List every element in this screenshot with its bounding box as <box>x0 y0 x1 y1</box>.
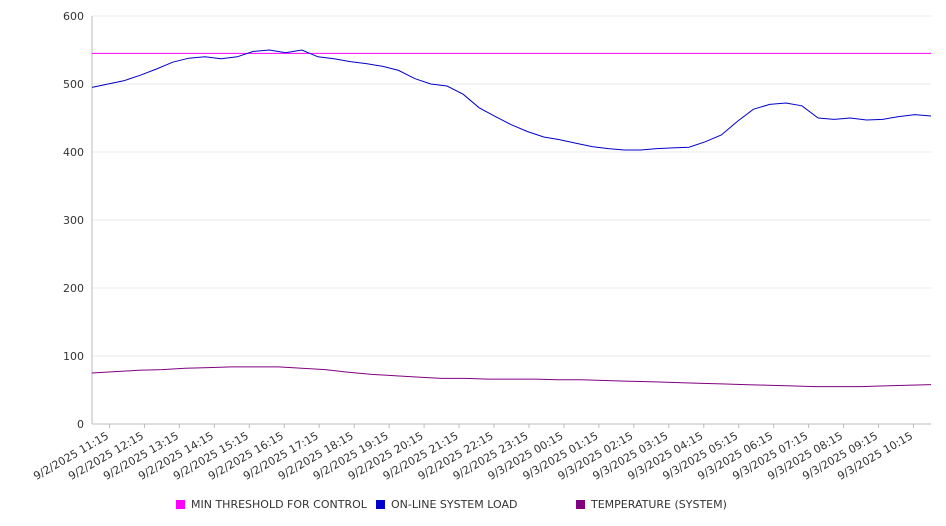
series-lines <box>91 49 932 388</box>
legend-label: ON-LINE SYSTEM LOAD <box>391 498 518 511</box>
legend-swatch <box>576 500 585 509</box>
y-tick-label: 600 <box>63 10 84 23</box>
y-tick-label: 100 <box>63 350 84 363</box>
legend-label: TEMPERATURE (SYSTEM) <box>591 498 727 511</box>
legend-label: MIN THRESHOLD FOR CONTROL <box>191 498 367 511</box>
series-line-2 <box>91 366 932 388</box>
legend-item-min-threshold[interactable]: MIN THRESHOLD FOR CONTROL <box>176 498 367 511</box>
y-tick-label: 400 <box>63 146 84 159</box>
y-tick-label: 200 <box>63 282 84 295</box>
y-tick-label: 300 <box>63 214 84 227</box>
y-tick-label: 500 <box>63 78 84 91</box>
legend-item-system-load[interactable]: ON-LINE SYSTEM LOAD <box>376 498 517 511</box>
y-tick-label: 0 <box>77 418 84 431</box>
axes <box>91 16 931 428</box>
gridlines <box>92 15 931 425</box>
legend-swatch <box>376 500 385 509</box>
x-tick-labels: 9/2/2025 11:159/2/2025 12:159/2/2025 13:… <box>31 429 915 483</box>
legend: MIN THRESHOLD FOR CONTROL ON-LINE SYSTEM… <box>0 498 946 516</box>
legend-swatch <box>176 500 185 509</box>
series-line-1 <box>91 49 932 151</box>
y-tick-labels: 0 100 200 300 400 500 600 <box>63 10 84 431</box>
legend-item-temperature[interactable]: TEMPERATURE (SYSTEM) <box>576 498 727 511</box>
